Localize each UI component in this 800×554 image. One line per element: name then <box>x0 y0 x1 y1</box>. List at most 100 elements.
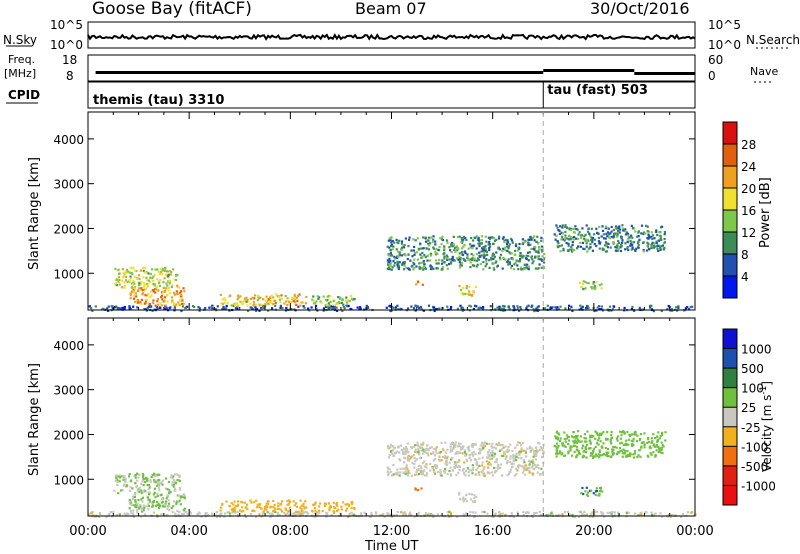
scatter-cell <box>495 251 498 254</box>
scatter-cell <box>626 246 629 249</box>
scatter-cell <box>398 239 401 242</box>
scatter-cell <box>621 227 624 230</box>
scatter-cell <box>496 306 499 309</box>
scatter-cell <box>262 298 265 301</box>
scatter-cell <box>613 445 616 448</box>
scatter-cell <box>571 250 574 253</box>
scatter-cell <box>415 265 418 268</box>
scatter-cell <box>600 432 604 435</box>
scatter-cell <box>466 460 469 463</box>
scatter-cell <box>535 511 538 514</box>
scatter-cell <box>273 509 276 512</box>
time-tick-label: 20:00 <box>575 524 612 539</box>
scatter-cell <box>126 484 129 487</box>
scatter-cell <box>655 245 658 248</box>
scatter-cell <box>597 236 600 240</box>
scatter-cell <box>137 499 140 502</box>
scatter-cell <box>120 307 123 310</box>
scatter-cell <box>621 431 624 434</box>
scatter-cell <box>414 473 417 476</box>
scatter-cell <box>532 467 535 471</box>
scatter-cell <box>141 510 144 513</box>
scatter-cell <box>587 306 590 310</box>
scatter-cell <box>521 256 524 259</box>
scatter-cell <box>389 264 392 267</box>
scatter-cell <box>502 247 505 250</box>
time-tick-label: 04:00 <box>170 524 207 539</box>
scatter-cell <box>234 302 237 305</box>
scatter-cell <box>627 453 630 456</box>
scatter-cell <box>406 467 409 470</box>
scatter-cell <box>395 238 398 241</box>
scatter-cell <box>165 306 168 309</box>
scatter-cell <box>596 306 599 309</box>
scatter-cell <box>506 245 509 248</box>
scatter-cell <box>128 271 131 274</box>
scatter-cell <box>646 225 649 228</box>
scatter-cell <box>518 453 521 456</box>
scatter-cell <box>331 307 334 310</box>
scatter-cell <box>473 500 476 503</box>
scatter-cell <box>497 441 501 444</box>
scatter-cell <box>460 446 463 449</box>
scatter-cell <box>589 434 592 437</box>
scatter-cell <box>142 282 146 285</box>
scatter-cell <box>242 509 245 512</box>
scatter-cell <box>255 499 258 502</box>
scatter-cell <box>671 514 675 517</box>
scatter-cell <box>585 486 588 489</box>
scatter-cell <box>432 246 435 249</box>
scatter-cell <box>303 306 306 309</box>
scatter-cell <box>492 237 495 240</box>
scatter-cell <box>165 270 168 273</box>
scatter-cell <box>578 281 581 284</box>
scatter-cell <box>593 285 597 288</box>
scatter-cell <box>480 235 484 238</box>
scatter-cell <box>221 298 224 301</box>
scatter-cell <box>312 295 315 298</box>
scatter-cell <box>515 473 518 476</box>
scatter-cell <box>165 273 168 276</box>
scatter-cell <box>610 309 613 312</box>
scatter-cell <box>470 253 473 256</box>
scatter-cell <box>391 266 394 269</box>
scatter-cell <box>462 498 465 501</box>
scatter-cell <box>175 502 178 505</box>
scatter-cell <box>458 468 461 471</box>
scatter-cell <box>152 279 155 283</box>
scatter-cell <box>522 466 525 469</box>
scatter-cell <box>398 451 401 454</box>
scatter-cell <box>531 466 534 469</box>
scatter-cell <box>654 455 657 458</box>
scatter-cell <box>174 482 178 485</box>
scatter-cell <box>134 476 137 479</box>
scatter-cell <box>154 504 158 507</box>
scatter-cell <box>344 503 347 506</box>
scatter-cell <box>474 511 477 514</box>
scatter-cell <box>495 461 498 464</box>
scatter-cell <box>120 475 123 478</box>
scatter-cell <box>270 294 273 297</box>
scatter-cell <box>449 466 452 469</box>
scatter-cell <box>626 511 629 514</box>
scatter-cell <box>616 244 619 247</box>
scatter-cell <box>124 479 127 482</box>
scatter-cell <box>118 513 121 516</box>
scatter-cell <box>448 258 451 261</box>
scatter-cell <box>510 252 513 255</box>
scatter-cell <box>523 263 526 266</box>
scatter-cell <box>390 241 393 244</box>
scatter-cell <box>156 504 159 507</box>
scatter-cell <box>115 474 118 477</box>
scatter-cell <box>481 249 484 252</box>
scatter-cell <box>656 233 659 237</box>
scatter-cell <box>146 279 149 282</box>
freq-label-line2: [MHz] <box>4 67 36 80</box>
scatter-cell <box>582 450 585 453</box>
scatter-cell <box>663 241 666 244</box>
scatter-cell <box>186 513 189 516</box>
scatter-cell <box>511 241 514 244</box>
scatter-cell <box>464 498 467 501</box>
scatter-cell <box>540 236 543 239</box>
